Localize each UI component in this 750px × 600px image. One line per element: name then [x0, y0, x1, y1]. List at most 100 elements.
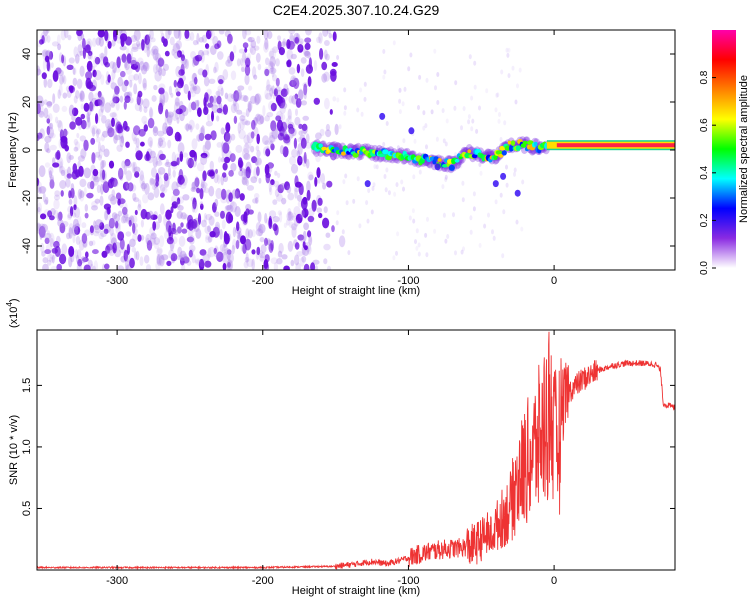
noise-blob	[92, 37, 97, 47]
noise-blob	[65, 178, 71, 188]
noise-blob	[408, 215, 412, 221]
noise-blob	[147, 38, 152, 49]
noise-blob	[461, 180, 465, 186]
noise-blob	[295, 262, 301, 270]
noise-blob	[86, 60, 93, 72]
noise-blob	[367, 188, 371, 194]
noise-blob	[256, 133, 261, 145]
noise-blob	[164, 114, 169, 126]
noise-blob	[207, 247, 212, 259]
colorbar: 0.0 0.2 0.4 0.6 0.8 Normalized spectral ampl…	[699, 30, 750, 275]
noise-blob	[48, 51, 54, 60]
noise-blob	[72, 218, 79, 230]
noise-blob	[274, 170, 278, 176]
noise-blob	[250, 176, 258, 184]
signal-blob	[442, 164, 448, 168]
noise-blob	[403, 86, 407, 92]
noise-blob	[110, 196, 117, 205]
noise-blob	[264, 115, 271, 122]
noise-blob	[264, 68, 270, 77]
noise-blob	[145, 151, 150, 161]
noise-blob	[256, 149, 261, 158]
noise-blob	[67, 34, 72, 41]
noise-blob	[217, 51, 224, 60]
noise-blob	[256, 246, 261, 256]
signal-blob	[510, 140, 516, 146]
noise-blob	[101, 115, 107, 124]
noise-blob	[165, 159, 169, 166]
noise-blob	[307, 215, 315, 223]
noise-blob	[401, 101, 405, 107]
noise-blob	[120, 33, 128, 42]
noise-blob	[275, 110, 283, 123]
noise-blob	[108, 248, 115, 257]
noise-blob	[193, 85, 201, 95]
noise-blob	[58, 84, 63, 96]
noise-blob	[344, 173, 348, 179]
noise-blob	[173, 51, 180, 59]
noise-blob	[258, 223, 266, 234]
noise-blob	[470, 126, 474, 132]
noise-blob	[316, 207, 323, 213]
noise-blob	[138, 128, 146, 137]
noise-blob	[257, 225, 264, 237]
noise-blob	[176, 50, 183, 58]
noise-blob	[60, 136, 68, 143]
noise-blob	[195, 123, 200, 130]
noise-blob	[76, 78, 83, 90]
noise-blob	[89, 225, 94, 234]
noise-blob	[262, 135, 270, 145]
noise-blob	[99, 96, 105, 107]
noise-blob	[181, 106, 189, 117]
noise-blob	[169, 36, 175, 46]
noise-blob	[78, 165, 84, 177]
noise-blob	[239, 118, 245, 131]
noise-blob	[209, 30, 213, 35]
noise-blob	[469, 215, 473, 221]
snr-multiplier-exp: 4	[5, 302, 14, 307]
noise-blob	[66, 173, 73, 179]
noise-blob	[244, 120, 251, 126]
noise-blob	[217, 85, 224, 92]
noise-blob	[325, 123, 330, 132]
noise-blob	[241, 167, 246, 173]
noise-blob	[189, 31, 195, 41]
noise-blob	[226, 249, 232, 255]
noise-blob	[287, 208, 292, 216]
noise-blob	[121, 54, 126, 60]
noise-blob	[338, 124, 342, 130]
noise-blob	[289, 156, 297, 166]
noise-blob	[149, 106, 153, 119]
noise-blob	[68, 227, 73, 239]
noise-blob	[115, 101, 120, 111]
noise-blob	[286, 218, 290, 226]
noise-blob	[324, 40, 330, 46]
noise-region	[37, 30, 525, 270]
noise-blob	[124, 58, 128, 69]
noise-blob	[222, 262, 227, 270]
noise-blob	[338, 235, 346, 248]
noise-blob	[303, 47, 309, 57]
noise-blob	[247, 229, 253, 239]
noise-blob	[176, 255, 183, 261]
noise-blob	[159, 203, 165, 215]
signal-blob	[341, 151, 346, 156]
noise-blob	[301, 255, 307, 263]
noise-blob	[73, 206, 81, 219]
noise-blob	[170, 253, 178, 262]
noise-blob	[49, 256, 54, 263]
noise-blob	[280, 88, 288, 97]
noise-blob	[184, 30, 190, 39]
noise-blob	[433, 228, 437, 234]
noise-blob	[124, 79, 129, 87]
noise-blob	[177, 133, 182, 142]
noise-blob	[72, 67, 76, 75]
noise-blob	[433, 48, 437, 54]
noise-blob	[141, 39, 145, 51]
noise-blob	[311, 199, 317, 212]
noise-blob	[52, 70, 59, 82]
noise-blob	[316, 167, 321, 179]
noise-blob	[200, 152, 208, 159]
noise-blob	[235, 89, 242, 101]
